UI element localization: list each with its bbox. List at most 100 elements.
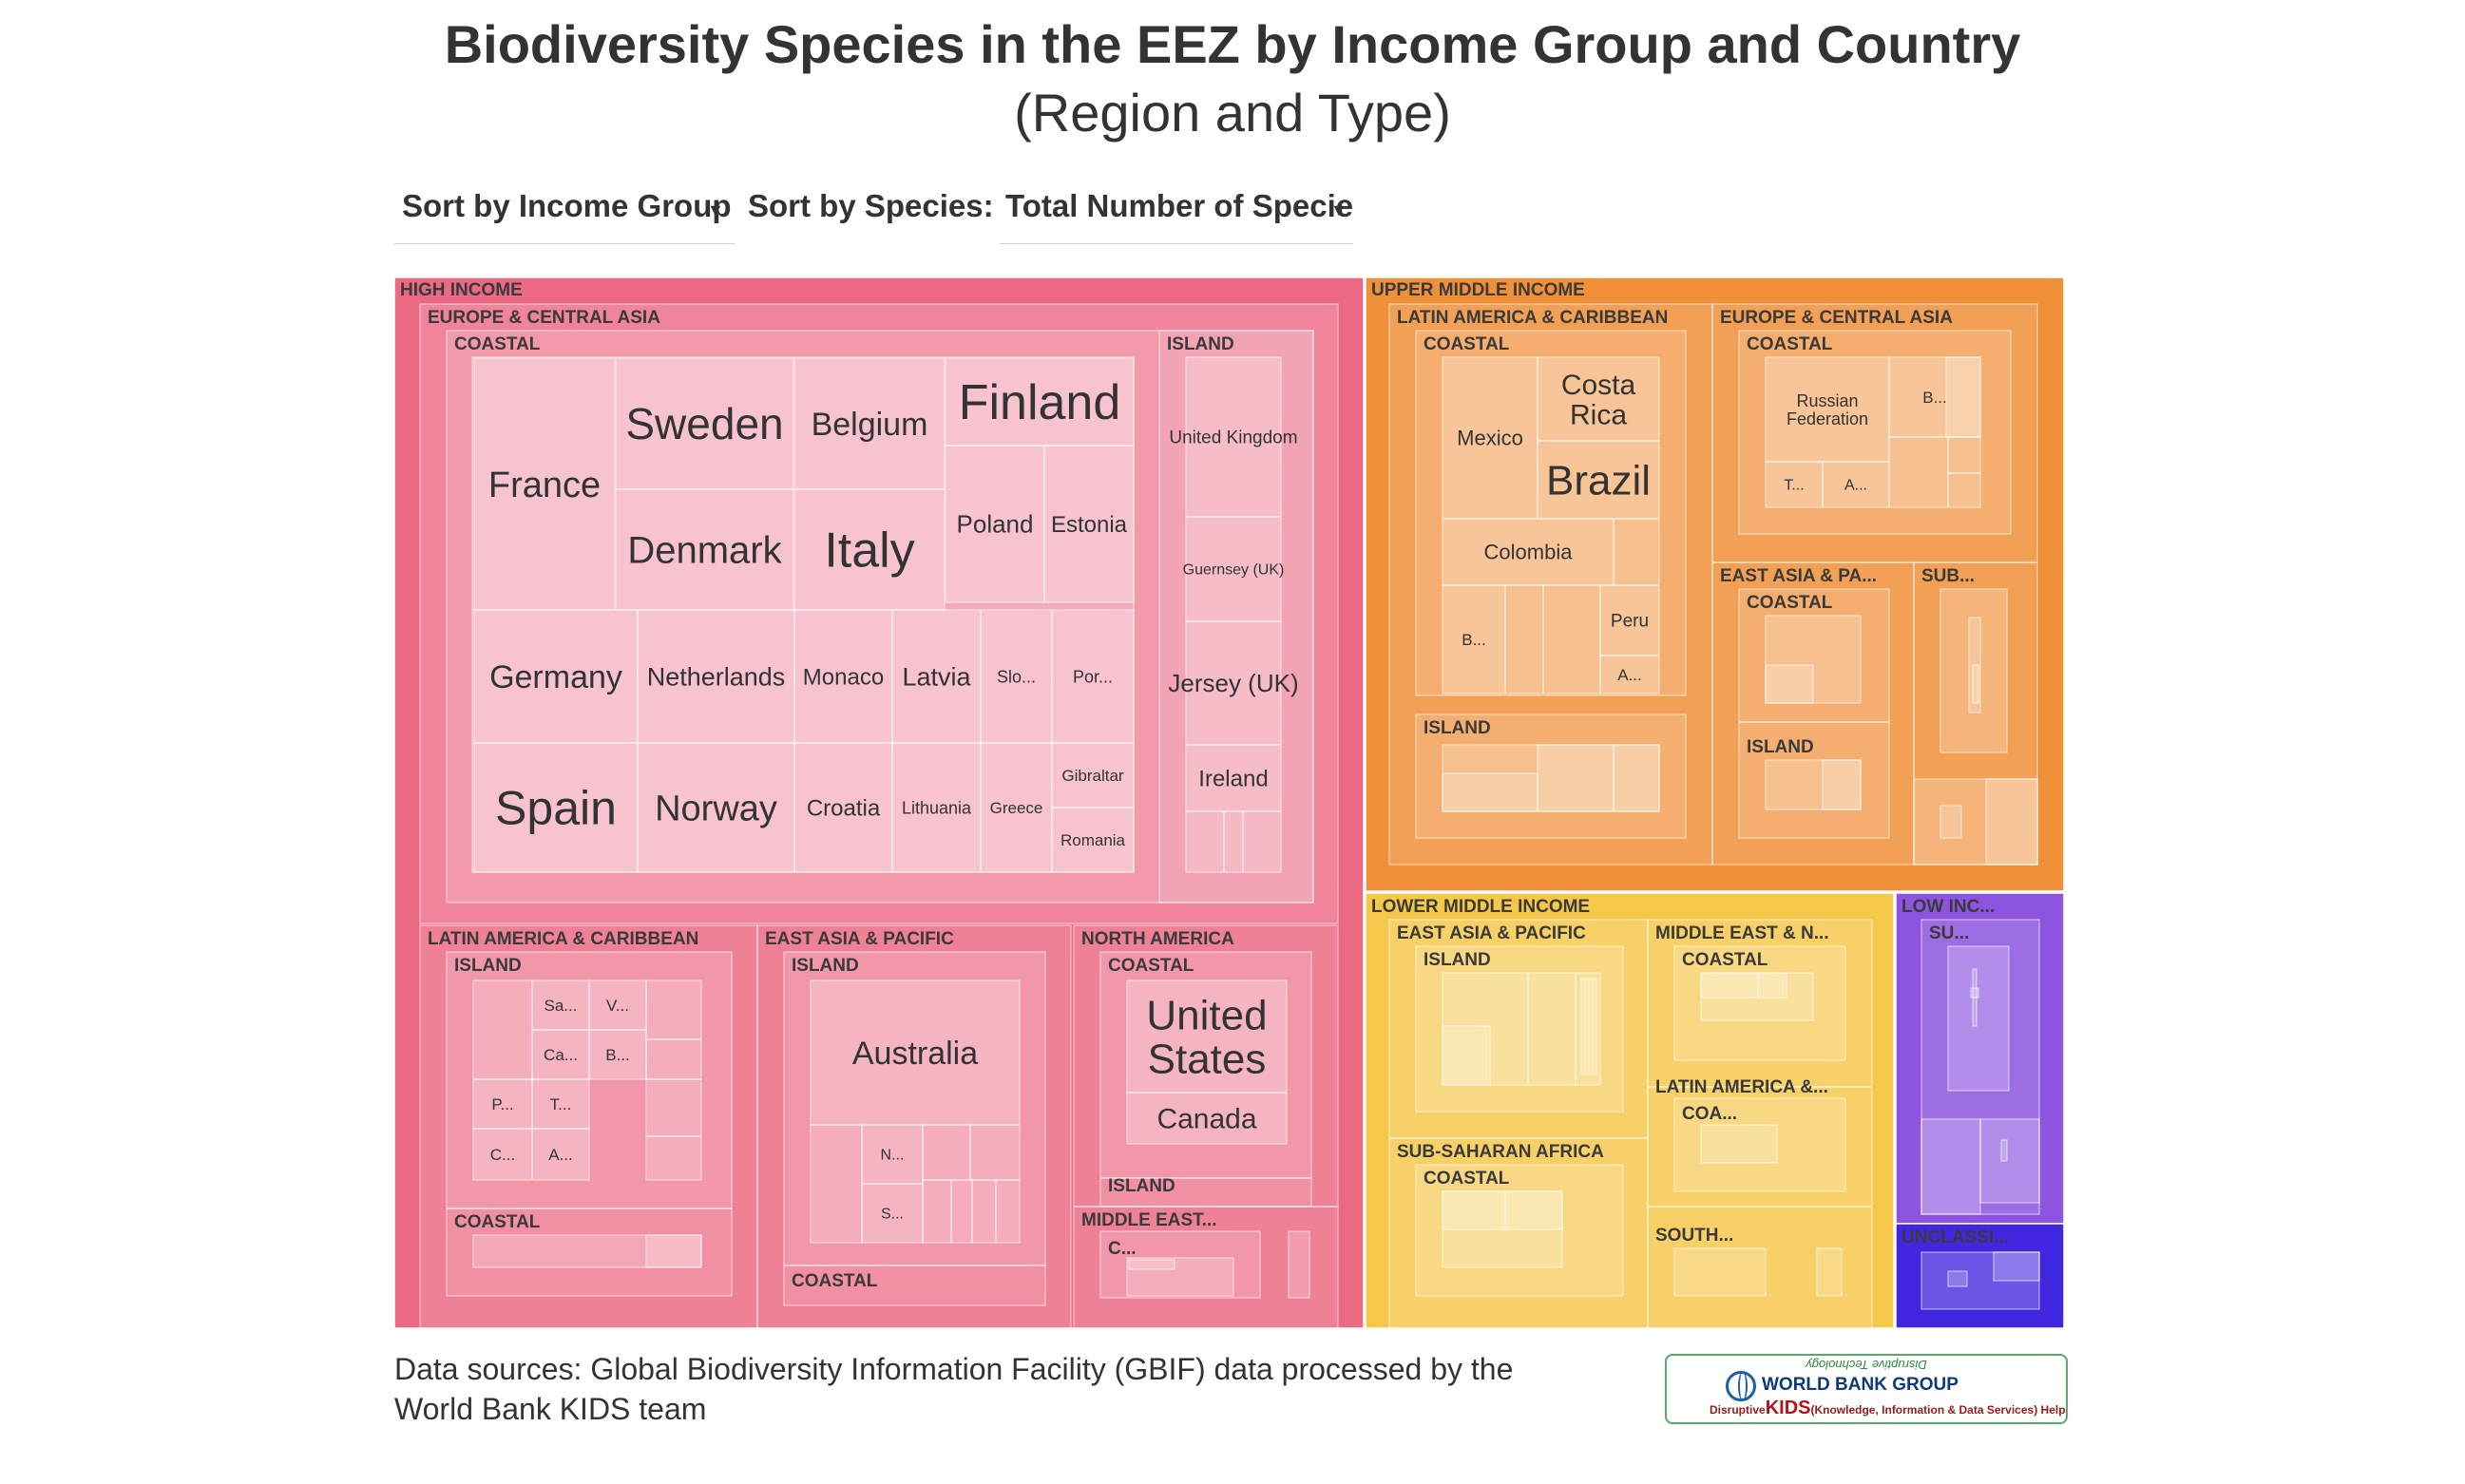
country-tile-france[interactable] [473, 357, 616, 611]
country-tile-guernsey-uk[interactable] [1185, 516, 1282, 622]
country-tile[interactable] [1945, 356, 1981, 438]
region-tile-east-asia-pacific[interactable] [1711, 561, 1915, 866]
country-tile-b[interactable] [588, 1029, 647, 1080]
country-tile-united-states[interactable] [1126, 980, 1288, 1094]
country-tile-canada[interactable] [1126, 1092, 1288, 1145]
country-tile[interactable] [1765, 615, 1862, 704]
country-tile-sa[interactable] [531, 980, 590, 1031]
country-tile[interactable] [645, 1234, 702, 1268]
country-tile[interactable] [969, 1124, 1021, 1181]
chevron-down-icon[interactable]: ▼ [707, 200, 724, 219]
country-tile-t[interactable] [1765, 461, 1824, 508]
country-tile-colombia[interactable] [1442, 518, 1615, 586]
type-tile-island[interactable] [783, 951, 1046, 1266]
country-tile[interactable] [1537, 744, 1615, 812]
country-tile-united-kingdom[interactable] [1185, 356, 1282, 518]
country-tile[interactable] [1442, 1190, 1563, 1268]
country-tile-v[interactable] [588, 980, 647, 1031]
country-tile-costa-rica[interactable] [1537, 356, 1660, 442]
country-tile-latvia[interactable] [891, 609, 982, 744]
country-tile-a[interactable] [531, 1128, 590, 1181]
country-tile[interactable] [995, 1179, 1021, 1244]
country-tile[interactable] [1442, 772, 1538, 812]
country-tile[interactable] [1185, 810, 1225, 873]
country-tile[interactable] [1985, 778, 2038, 866]
country-tile-netherlands[interactable] [637, 609, 795, 744]
type-tile-island[interactable] [446, 951, 733, 1209]
country-tile[interactable] [1442, 1190, 1506, 1230]
income-tile-unclassified[interactable] [1895, 1223, 2065, 1329]
type-inner-coastal[interactable] [471, 356, 1135, 873]
country-tile-n[interactable] [861, 1124, 924, 1185]
type-tile-coastal[interactable] [446, 1208, 733, 1297]
country-tile[interactable] [1947, 472, 1981, 508]
region-tile-north-america[interactable] [1073, 924, 1339, 1208]
country-tile[interactable] [1442, 972, 1529, 1086]
country-tile[interactable] [1504, 584, 1544, 694]
country-tile-romania[interactable] [1051, 807, 1135, 873]
income-tile-lower-middle-income[interactable] [1365, 892, 1895, 1329]
country-tile-estonia[interactable] [1043, 445, 1135, 603]
country-tile[interactable] [1700, 972, 1814, 1021]
country-tile[interactable] [1700, 972, 1759, 999]
country-tile-mexico[interactable] [1442, 356, 1538, 520]
country-tile-poland[interactable] [945, 445, 1045, 603]
type-tile-coastal[interactable] [1738, 330, 2012, 535]
region-tile-east-asia-pacific[interactable] [756, 924, 1072, 1329]
country-tile-ireland[interactable] [1185, 744, 1282, 812]
region-tile-east-asia-pacific[interactable] [1388, 919, 1649, 1139]
type-tile-c[interactable] [1099, 1230, 1261, 1299]
country-tile-c[interactable] [472, 1128, 533, 1181]
country-tile-jersey-uk[interactable] [1185, 620, 1282, 746]
country-tile[interactable] [1288, 1230, 1310, 1299]
country-tile-finland[interactable] [945, 357, 1135, 447]
region-tile-latin-america-caribbean[interactable] [1388, 303, 1713, 866]
country-tile-ca[interactable] [531, 1029, 590, 1080]
type-tile-coastal[interactable] [1415, 330, 1687, 696]
country-tile[interactable] [1673, 1247, 1767, 1297]
country-tile-sweden[interactable] [615, 357, 794, 490]
type-tile-coastal[interactable] [783, 1265, 1046, 1306]
country-tile[interactable] [1970, 987, 1979, 999]
type-tile-coastal[interactable] [1099, 951, 1312, 1179]
country-tile-italy[interactable] [793, 488, 946, 611]
country-tile[interactable] [922, 1124, 971, 1181]
country-tile[interactable] [1816, 1247, 1843, 1297]
country-tile[interactable] [1504, 1190, 1563, 1230]
country-tile[interactable] [1993, 1251, 2040, 1282]
country-tile[interactable] [1542, 584, 1601, 694]
country-tile[interactable] [1947, 436, 1981, 474]
country-tile[interactable] [1700, 1124, 1778, 1164]
country-tile[interactable] [1765, 759, 1862, 810]
type-tile-coastal[interactable] [1415, 1164, 1624, 1297]
country-tile-lithuania[interactable] [891, 742, 982, 873]
country-tile[interactable] [1972, 968, 1978, 1027]
country-tile-australia[interactable] [810, 980, 1021, 1126]
country-tile-p[interactable] [472, 1078, 533, 1130]
type-tile-island[interactable] [1415, 945, 1624, 1113]
region-tile-europe-central-asia[interactable] [1711, 303, 2038, 563]
type-tile-coastal[interactable] [1673, 945, 1846, 1061]
country-tile-croatia[interactable] [793, 742, 893, 873]
type-tile-coa[interactable] [1673, 1097, 1846, 1192]
country-tile[interactable] [1580, 978, 1597, 1075]
region-tile-europe-central-asia[interactable] [419, 303, 1339, 924]
region-tile-middle-east[interactable] [1647, 919, 1873, 1088]
country-tile-monaco[interactable] [793, 609, 893, 744]
region-tile-su[interactable] [1920, 919, 2040, 1215]
type-tile-island[interactable] [1415, 713, 1687, 839]
country-tile[interactable] [2000, 1139, 2008, 1162]
region-tile-sub-saharan-africa[interactable] [1388, 1137, 1649, 1329]
country-tile-slo[interactable] [980, 609, 1053, 744]
region-tile-middle-east[interactable] [1073, 1206, 1339, 1329]
sort-income-dropdown[interactable]: Sort by Income Group [394, 188, 735, 244]
region-tile-south[interactable] [1647, 1206, 1873, 1329]
type-tile-island[interactable] [1099, 1177, 1312, 1208]
type-tile-coastal[interactable] [446, 330, 1314, 904]
income-tile-high-income[interactable] [393, 276, 1365, 1329]
country-tile-a[interactable] [1599, 655, 1660, 694]
country-tile[interactable] [472, 1234, 702, 1268]
country-tile-spain[interactable] [473, 742, 639, 873]
country-tile-t[interactable] [531, 1078, 590, 1130]
